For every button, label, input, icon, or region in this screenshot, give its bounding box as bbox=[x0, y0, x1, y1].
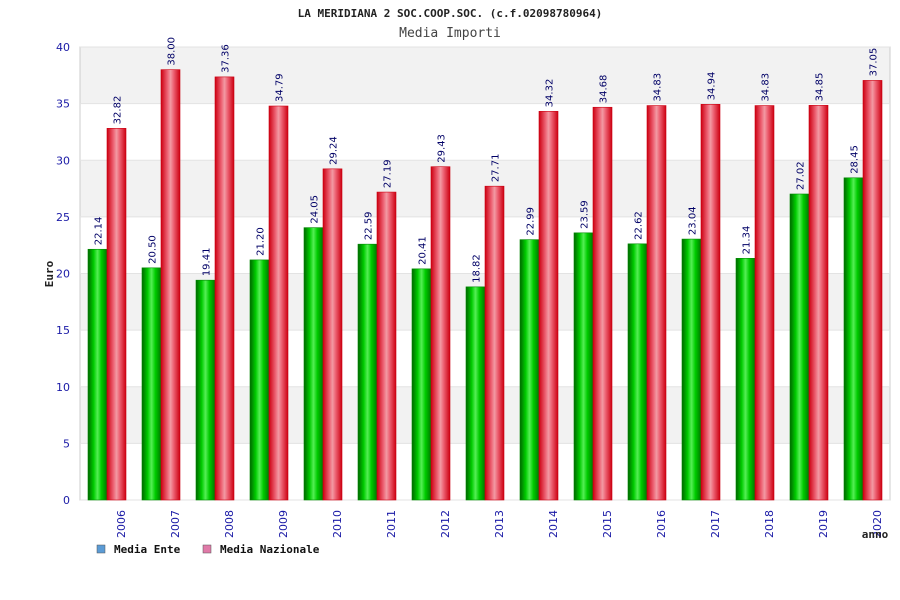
x-tick-label: 2018 bbox=[763, 510, 776, 538]
y-tick-label: 35 bbox=[56, 98, 70, 111]
bar-media-ente bbox=[303, 227, 324, 501]
bar-media-nazionale bbox=[808, 105, 829, 501]
y-tick-label: 30 bbox=[56, 154, 70, 167]
legend-swatch-media-nazionale bbox=[202, 544, 212, 554]
x-tick-label: 2007 bbox=[169, 510, 182, 538]
bar-media-nazionale bbox=[700, 104, 721, 501]
bar-media-ente bbox=[411, 268, 432, 501]
bar-media-nazionale bbox=[862, 80, 883, 501]
data-label: 34.68 bbox=[599, 75, 610, 104]
data-label: 27.19 bbox=[383, 159, 394, 188]
x-tick-label: 2009 bbox=[277, 510, 290, 538]
bar-media-ente bbox=[789, 193, 810, 501]
data-label: 34.85 bbox=[815, 73, 826, 102]
bar-media-ente bbox=[87, 248, 108, 501]
bar-media-nazionale bbox=[538, 111, 559, 501]
bar-media-ente bbox=[681, 238, 702, 501]
y-tick-label: 0 bbox=[63, 494, 70, 507]
x-tick-label: 2015 bbox=[601, 510, 614, 538]
data-label: 22.14 bbox=[94, 217, 105, 246]
data-label: 20.41 bbox=[418, 236, 429, 265]
bar-media-nazionale bbox=[268, 105, 289, 501]
data-label: 22.99 bbox=[526, 207, 537, 236]
bar-media-ente bbox=[573, 232, 594, 501]
data-label: 22.59 bbox=[364, 212, 375, 241]
x-tick-label: 2012 bbox=[439, 510, 452, 538]
data-label: 27.71 bbox=[491, 154, 502, 183]
bar-media-nazionale bbox=[160, 69, 181, 501]
data-label: 23.04 bbox=[688, 206, 699, 235]
x-tick-label: 2014 bbox=[547, 510, 560, 538]
x-tick-label: 2013 bbox=[493, 510, 506, 538]
bar-media-nazionale bbox=[376, 191, 397, 501]
bar-media-ente bbox=[357, 243, 378, 501]
bar-media-ente bbox=[735, 258, 756, 501]
y-tick-label: 10 bbox=[56, 381, 70, 394]
bar-media-ente bbox=[627, 243, 648, 501]
bar-media-nazionale bbox=[430, 166, 451, 501]
data-label: 28.45 bbox=[850, 145, 861, 174]
bars bbox=[87, 69, 883, 501]
data-label: 18.82 bbox=[472, 254, 483, 283]
x-axis-ticks: 2006 2007 2008 2009 2010 2011 2012 2013 2014 2015… bbox=[115, 510, 884, 538]
y-tick-label: 15 bbox=[56, 324, 70, 337]
x-tick-label: 2010 bbox=[331, 510, 344, 538]
bar-media-ente bbox=[195, 279, 216, 501]
x-tick-label: 2011 bbox=[385, 510, 398, 538]
y-tick-label: 40 bbox=[56, 41, 70, 54]
data-label: 23.59 bbox=[580, 200, 591, 229]
data-label: 37.05 bbox=[869, 48, 880, 77]
data-label: 34.83 bbox=[653, 73, 664, 102]
y-tick-label: 20 bbox=[56, 268, 70, 281]
bar-media-nazionale bbox=[484, 185, 505, 501]
chart-title: LA MERIDIANA 2 SOC.COOP.SOC. (c.f.020987… bbox=[298, 7, 603, 20]
bar-media-ente bbox=[843, 177, 864, 501]
x-tick-label: 2008 bbox=[223, 510, 236, 538]
bar-media-nazionale bbox=[106, 128, 127, 501]
data-label: 34.32 bbox=[545, 79, 556, 108]
data-label: 21.34 bbox=[742, 226, 753, 255]
legend-swatch-media-ente bbox=[96, 544, 106, 554]
data-label: 19.41 bbox=[202, 248, 213, 277]
bar-media-nazionale bbox=[646, 105, 667, 501]
x-tick-label: 2017 bbox=[709, 510, 722, 538]
bar-media-nazionale bbox=[754, 105, 775, 501]
bar-media-nazionale bbox=[322, 168, 343, 501]
data-label: 20.50 bbox=[148, 235, 159, 264]
y-axis-label: Euro bbox=[43, 260, 56, 287]
legend-label-media-nazionale: Media Nazionale bbox=[220, 543, 320, 556]
legend-label-media-ente: Media Ente bbox=[114, 543, 181, 556]
data-label: 22.62 bbox=[634, 211, 645, 240]
x-axis-label: anno bbox=[862, 528, 889, 541]
data-labels: 22.14 32.82 20.50 38.00 19.41 37.36 21.20 34.79… bbox=[94, 37, 880, 283]
chart-subtitle: Media Importi bbox=[399, 26, 501, 41]
data-label: 21.20 bbox=[256, 227, 267, 256]
data-label: 34.79 bbox=[275, 73, 286, 102]
data-label: 32.82 bbox=[113, 96, 124, 125]
bar-media-ente bbox=[141, 267, 162, 501]
x-tick-label: 2006 bbox=[115, 510, 128, 538]
data-label: 34.83 bbox=[761, 73, 772, 102]
bar-media-nazionale bbox=[592, 106, 613, 501]
x-tick-label: 2020 bbox=[871, 510, 884, 538]
data-label: 27.02 bbox=[796, 161, 807, 190]
bar-media-ente bbox=[519, 239, 540, 501]
x-tick-label: 2016 bbox=[655, 510, 668, 538]
y-tick-label: 25 bbox=[56, 211, 70, 224]
legend: Media Ente Media Nazionale bbox=[96, 543, 320, 556]
data-label: 37.36 bbox=[221, 44, 232, 73]
bar-media-ente bbox=[465, 286, 486, 501]
data-label: 29.24 bbox=[329, 136, 340, 165]
data-label: 38.00 bbox=[167, 37, 178, 66]
x-tick-label: 2019 bbox=[817, 510, 830, 538]
data-label: 29.43 bbox=[437, 134, 448, 163]
bar-media-nazionale bbox=[214, 76, 235, 501]
data-label: 24.05 bbox=[310, 195, 321, 224]
y-axis-ticks: 0 5 10 15 20 25 30 35 40 bbox=[56, 41, 70, 507]
bar-media-ente bbox=[249, 259, 270, 501]
y-tick-label: 5 bbox=[63, 437, 70, 450]
data-label: 34.94 bbox=[707, 72, 718, 101]
